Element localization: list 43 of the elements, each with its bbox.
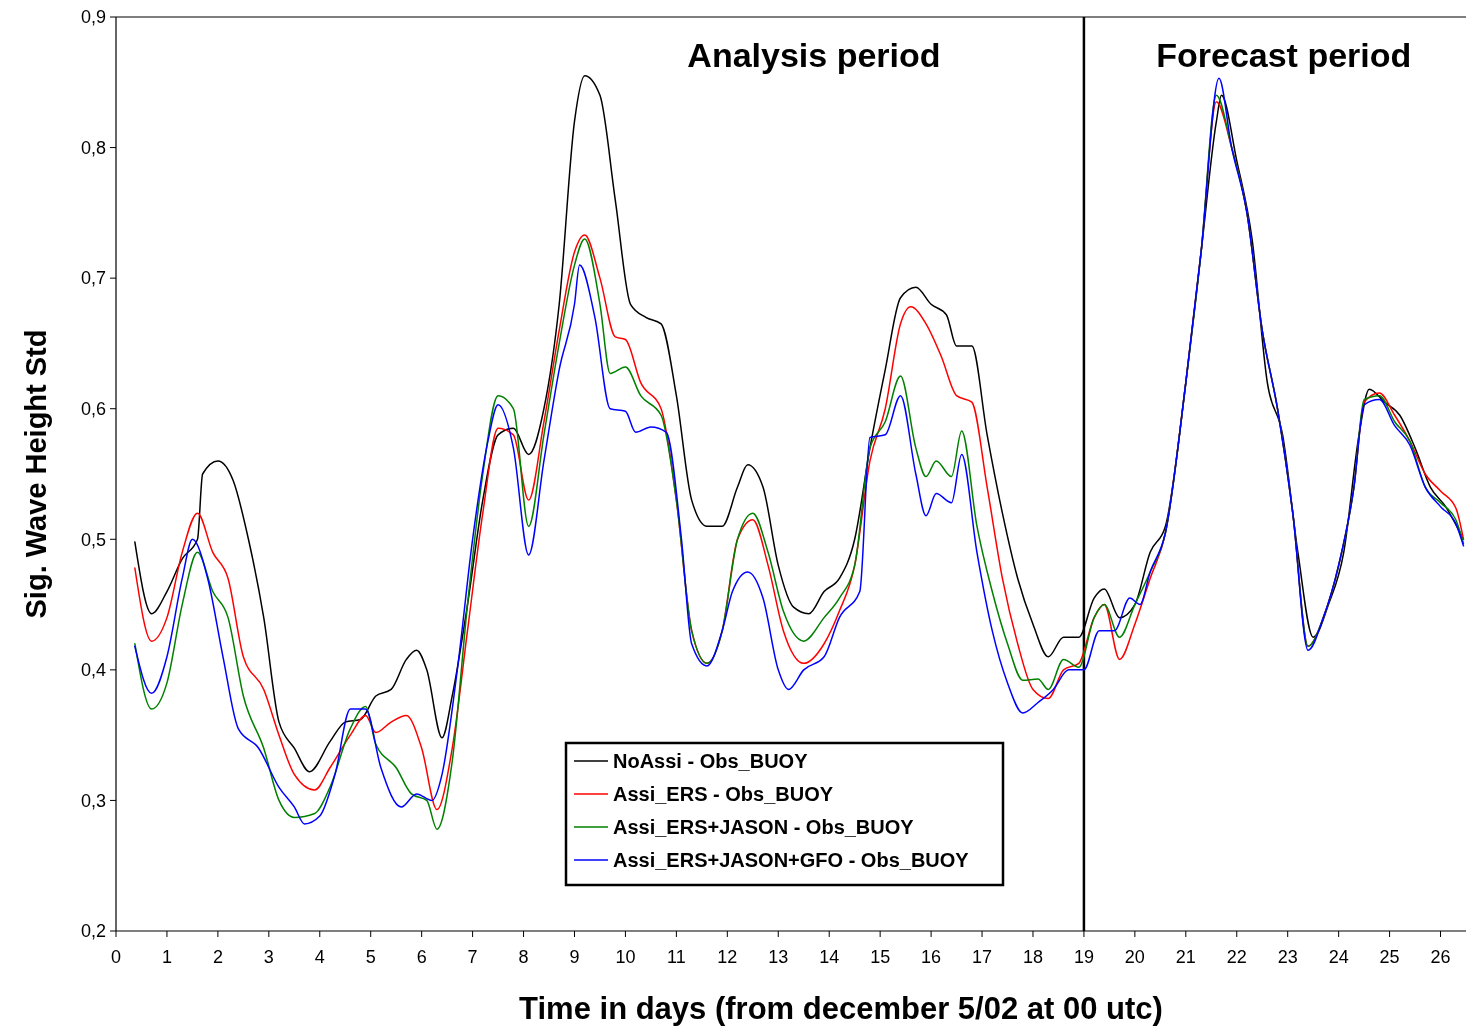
x-tick-label: 6 [416, 947, 427, 967]
x-tick-label: 18 [1022, 947, 1043, 967]
x-tick-label: 7 [467, 947, 478, 967]
y-tick-label: 0,3 [80, 790, 106, 811]
x-tick-label: 26 [1430, 947, 1451, 967]
y-tick-label: 0,9 [80, 7, 106, 28]
x-tick-label: 10 [615, 947, 636, 967]
x-tick-label: 13 [768, 947, 789, 967]
x-tick-label: 14 [819, 947, 840, 967]
legend-label: NoAssi - Obs_BUOY [613, 750, 809, 772]
x-tick-label: 19 [1073, 947, 1094, 967]
x-tick-label: 24 [1328, 947, 1349, 967]
legend-label: Assi_ERS+JASON - Obs_BUOY [613, 816, 915, 838]
x-tick-label: 9 [569, 947, 580, 967]
x-tick-label: 15 [870, 947, 891, 967]
x-tick-label: 16 [921, 947, 942, 967]
x-tick-label: 2 [212, 947, 223, 967]
x-tick-label: 23 [1277, 947, 1298, 967]
x-tick-label: 21 [1175, 947, 1196, 967]
annotation: Analysis period [687, 35, 941, 74]
legend-label: Assi_ERS+JASON+GFO - Obs_BUOY [613, 849, 970, 871]
x-tick-label: 22 [1226, 947, 1247, 967]
x-tick-label: 0 [110, 947, 122, 967]
x-tick-label: 3 [263, 947, 274, 967]
y-tick-label: 0,2 [80, 921, 106, 942]
y-tick-label: 0,7 [80, 268, 106, 289]
x-tick-label: 5 [365, 947, 376, 967]
x-tick-label: 1 [161, 947, 172, 967]
x-tick-label: 17 [972, 947, 993, 967]
x-tick-label: 11 [667, 947, 686, 967]
y-tick-label: 0,8 [80, 137, 106, 158]
legend-label: Assi_ERS - Obs_BUOY [613, 783, 834, 805]
y-axis-title: Sig. Wave Height Std [20, 329, 52, 619]
x-tick-label: 25 [1379, 947, 1400, 967]
x-tick-label: 12 [717, 947, 738, 967]
y-tick-label: 0,6 [80, 399, 106, 420]
y-tick-label: 0,5 [80, 529, 106, 550]
y-tick-label: 0,4 [80, 660, 106, 681]
annotation: Forecast period [1156, 35, 1412, 74]
x-tick-label: 4 [314, 947, 325, 967]
x-tick-label: 8 [518, 947, 529, 967]
x-axis-title: Time in days (from december 5/02 at 00 utc) [519, 991, 1163, 1026]
x-tick-label: 20 [1124, 947, 1145, 967]
